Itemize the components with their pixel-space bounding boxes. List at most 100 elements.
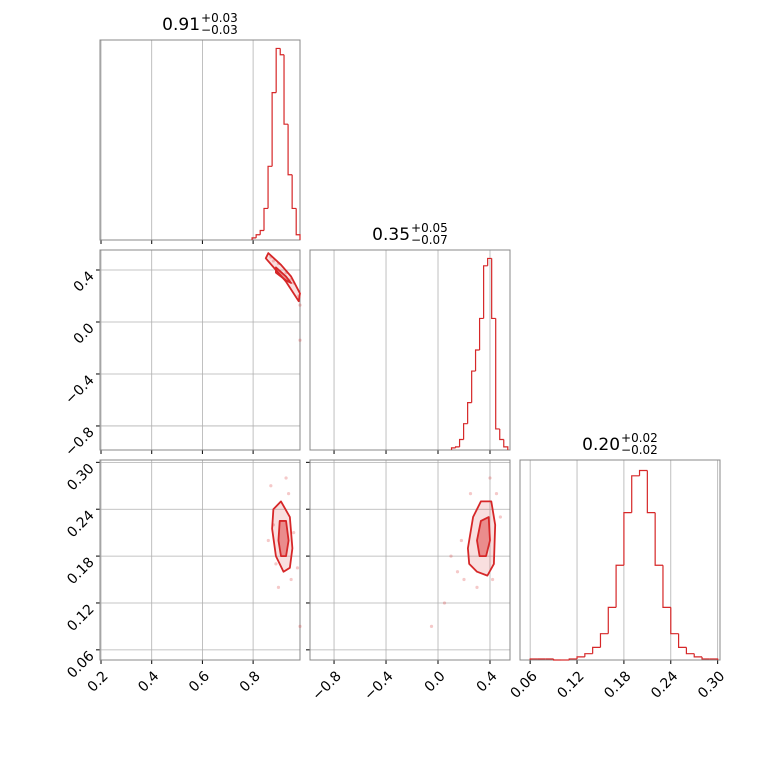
title-plus: +0.02 — [621, 431, 658, 445]
x-tick-label: 0.2 — [85, 668, 112, 695]
sample-point — [276, 585, 281, 589]
histogram-bin — [654, 512, 663, 566]
sample-point — [289, 577, 293, 582]
histogram-bin — [662, 565, 671, 608]
title-minus: −0.03 — [201, 23, 238, 37]
sample-point — [284, 476, 288, 480]
title-minus: −0.02 — [621, 443, 658, 457]
sample-point — [292, 531, 296, 535]
sample-point — [442, 601, 447, 605]
sample-point — [462, 577, 466, 582]
panel-frame — [519, 459, 721, 661]
sample-point — [494, 491, 499, 496]
histogram-bin — [499, 428, 504, 441]
y-tick-label: −0.4 — [62, 372, 97, 407]
histogram-bin — [487, 257, 492, 266]
histogram-bin — [458, 438, 464, 447]
histogram-bin — [251, 237, 257, 240]
panel-title: 0.20 — [582, 435, 620, 455]
histogram-bin — [291, 174, 297, 210]
histogram-bin — [709, 658, 719, 660]
panel-frame — [99, 39, 301, 241]
sample-point — [475, 585, 479, 589]
histogram-bin — [483, 265, 488, 319]
sample-point — [449, 554, 453, 558]
sample-point — [498, 515, 502, 519]
sample-point — [490, 577, 495, 582]
sample-point — [269, 484, 273, 488]
histogram-bin — [568, 658, 578, 660]
sample-point — [455, 570, 460, 574]
histogram-bin — [287, 124, 293, 176]
histogram-bin — [615, 564, 624, 608]
y-tick-label: −0.8 — [62, 424, 97, 459]
histogram-bin — [576, 656, 585, 659]
histogram-bin — [255, 234, 261, 238]
panel-frame — [309, 459, 511, 661]
histogram-bin — [279, 48, 285, 56]
histogram-bin — [685, 647, 695, 655]
sample-point — [266, 538, 270, 543]
sample-point — [429, 624, 434, 629]
histogram-bin — [495, 318, 500, 430]
histogram-bin — [474, 349, 480, 372]
histogram-bin — [463, 423, 468, 440]
x-tick-label: 0.8 — [237, 668, 264, 695]
histogram-bin — [259, 229, 265, 235]
sample-point — [488, 476, 492, 480]
x-tick-label: 0.24 — [648, 668, 681, 701]
sample-point — [286, 491, 291, 496]
x-tick-label: 0.12 — [554, 668, 587, 701]
histogram-bin — [529, 658, 538, 660]
contour — [277, 520, 290, 557]
histogram-bin — [592, 646, 601, 654]
histogram-bin — [552, 658, 562, 661]
x-tick-label: 0.6 — [186, 668, 213, 695]
contour — [275, 266, 293, 284]
contour — [476, 516, 491, 557]
y-tick-label: 0.12 — [64, 601, 97, 634]
y-tick-label: 0.18 — [64, 554, 97, 587]
histogram-bin — [478, 317, 484, 350]
panel-frame — [309, 249, 511, 451]
sample-point — [298, 303, 302, 307]
sample-point — [298, 338, 302, 342]
histogram-bin — [584, 653, 593, 657]
sample-point — [271, 259, 275, 263]
title-minus: −0.07 — [411, 233, 448, 247]
histogram-bin — [638, 469, 648, 476]
histogram-bin — [503, 439, 509, 450]
histogram-bin — [267, 165, 273, 209]
histogram-bin — [454, 446, 460, 448]
y-tick-label: 0.0 — [71, 320, 98, 347]
x-tick-label: 0.0 — [422, 668, 449, 695]
contour — [271, 500, 294, 573]
histogram-bin — [471, 370, 476, 403]
histogram-bin — [631, 475, 640, 513]
histogram-bin — [646, 470, 656, 514]
histogram-bin — [701, 656, 710, 660]
sample-point — [295, 566, 300, 570]
x-tick-label: −0.4 — [361, 668, 396, 703]
x-tick-label: 0.4 — [474, 668, 501, 695]
y-tick-label: 0.30 — [64, 461, 97, 494]
histogram-bin — [599, 633, 609, 648]
histogram-bin — [283, 54, 289, 125]
x-tick-label: 0.06 — [507, 668, 540, 701]
y-tick-label: 0.4 — [71, 268, 98, 295]
histogram-bin — [491, 258, 496, 320]
histogram-bin — [693, 653, 703, 658]
histogram-bin — [467, 402, 472, 424]
panel-title: 0.91 — [162, 15, 200, 35]
panel-frame — [99, 249, 301, 451]
x-tick-label: 0.18 — [601, 668, 634, 701]
x-tick-label: 0.4 — [135, 668, 162, 695]
histogram-bin — [677, 633, 687, 648]
panel-frame — [99, 459, 301, 661]
panel-title: 0.35 — [372, 225, 410, 245]
histogram-bin — [275, 47, 281, 93]
histogram-bin — [295, 208, 301, 240]
histogram-bin — [670, 607, 679, 635]
sample-point — [298, 624, 302, 629]
